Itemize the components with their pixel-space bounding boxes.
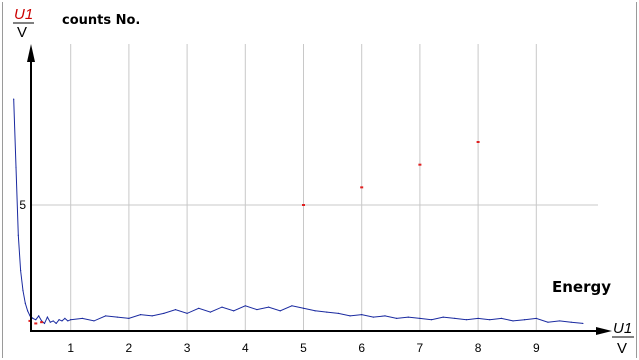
- marker-point: [418, 163, 422, 166]
- x-axis-label: Energy: [552, 278, 611, 296]
- x-tick-label: 6: [358, 341, 365, 355]
- series-point: [326, 311, 328, 313]
- marker-layer: [28, 141, 480, 325]
- series-point: [151, 315, 153, 317]
- series-point: [256, 308, 258, 311]
- series-line-counts: [13, 99, 583, 325]
- series-point: [139, 314, 142, 316]
- series-point: [163, 312, 165, 314]
- series-point: [302, 307, 305, 309]
- series-point: [547, 321, 549, 323]
- left-border: [2, 2, 3, 358]
- marker-point: [302, 204, 305, 206]
- series-point: [465, 319, 468, 321]
- series-point: [174, 308, 177, 311]
- series-point: [430, 319, 433, 321]
- chart-title: counts No.: [62, 13, 140, 28]
- marker-point: [40, 321, 44, 324]
- x-axis-arrow: [596, 327, 612, 335]
- series-point: [570, 321, 572, 323]
- series-point: [372, 316, 374, 318]
- series-point: [582, 322, 584, 325]
- series-point: [128, 317, 130, 319]
- series-point: [20, 269, 22, 272]
- series-point: [419, 317, 421, 319]
- series-point: [209, 311, 211, 313]
- x-tick-labels: 1 2 3 4 5 6 7 8 9: [67, 341, 540, 355]
- y-tick-labels: 5: [19, 198, 26, 212]
- series-point: [46, 316, 49, 318]
- series-point: [43, 322, 46, 325]
- x-tick-label: 8: [475, 341, 482, 355]
- marker-point: [360, 186, 364, 189]
- series-point: [396, 317, 398, 319]
- series-point: [407, 316, 409, 318]
- series-point: [477, 317, 479, 319]
- series-point: [279, 310, 281, 312]
- series-point: [38, 315, 40, 317]
- right-border: [636, 2, 637, 358]
- series-point: [512, 320, 514, 322]
- y-tick-label: 5: [19, 198, 26, 212]
- series-layer: [13, 98, 584, 325]
- x-unit-numerator: U1: [613, 320, 632, 337]
- marker-point: [476, 141, 480, 143]
- y-unit-numerator: U1: [14, 6, 33, 23]
- series-point: [291, 305, 293, 307]
- series-point: [384, 315, 386, 317]
- series-point: [49, 321, 51, 323]
- x-tick-label: 2: [126, 341, 133, 355]
- series-point: [454, 317, 456, 319]
- series-point: [22, 290, 24, 292]
- series-point: [13, 98, 15, 100]
- series-point: [35, 319, 37, 321]
- series-point: [233, 310, 235, 312]
- x-tick-label: 4: [242, 341, 249, 355]
- x-tick-label: 1: [67, 341, 74, 355]
- series-point: [116, 316, 118, 318]
- series-point: [105, 315, 107, 317]
- x-tick-label: 9: [533, 341, 540, 355]
- series-point: [535, 317, 537, 319]
- series-point: [67, 320, 69, 322]
- series-point: [61, 320, 63, 322]
- x-tick-label: 7: [417, 341, 424, 355]
- series-point: [221, 306, 223, 308]
- series-point: [314, 310, 316, 312]
- series-point: [52, 320, 54, 322]
- y-unit-denominator: V: [17, 24, 27, 41]
- x-tick-label: 3: [184, 341, 191, 355]
- series-point: [267, 306, 270, 308]
- y-axis-arrow: [27, 44, 35, 62]
- series-point: [17, 234, 19, 236]
- x-unit-denominator: V: [617, 340, 627, 357]
- series-point: [244, 305, 246, 307]
- series-point: [558, 320, 561, 322]
- series-point: [32, 317, 34, 319]
- series-point: [27, 310, 29, 312]
- series-point: [524, 319, 526, 321]
- grid: [31, 44, 598, 331]
- series-point: [349, 315, 351, 317]
- series-point: [24, 302, 26, 304]
- marker-point: [34, 322, 38, 325]
- series-point: [70, 319, 72, 321]
- series-point: [55, 322, 57, 325]
- series-point: [361, 314, 363, 316]
- series-point: [500, 317, 502, 319]
- series-point: [186, 312, 188, 314]
- series-point: [442, 316, 444, 318]
- series-point: [58, 319, 60, 321]
- series-point: [337, 312, 340, 314]
- series-point: [81, 317, 83, 319]
- x-tick-label: 5: [300, 341, 307, 355]
- series-point: [15, 166, 17, 168]
- series-point: [64, 317, 66, 319]
- series-point: [198, 307, 200, 309]
- series-point: [93, 320, 95, 322]
- marker-point: [28, 319, 32, 322]
- series-point: [489, 319, 491, 321]
